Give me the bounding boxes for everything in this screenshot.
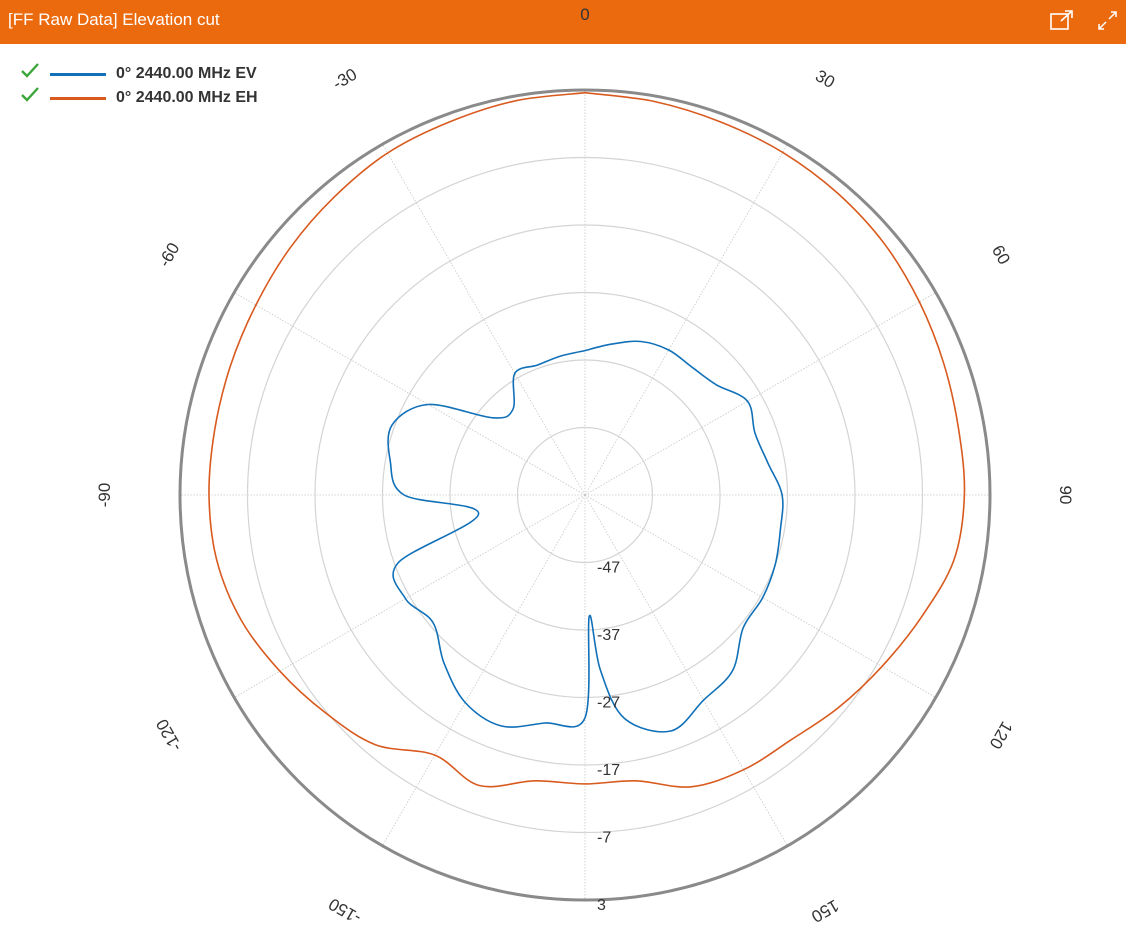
legend-label: 0° 2440.00 MHz EH [116, 89, 258, 106]
popout-icon[interactable] [1048, 8, 1076, 34]
legend-item-ev[interactable]: 0° 2440.00 MHz EV [20, 62, 320, 86]
radial-tick-label: -7 [597, 830, 611, 847]
radial-tick-label: 3 [597, 897, 606, 914]
checkmark-path [21, 87, 39, 102]
polar-grid [178, 88, 992, 902]
angular-tick-label: -90 [95, 483, 114, 508]
legend-swatch [50, 73, 106, 76]
grid-ring [246, 156, 924, 834]
angular-tick-label: 150 [808, 896, 842, 927]
angular-tick-label: 30 [812, 66, 838, 92]
angular-tick-label: 60 [988, 242, 1014, 268]
spoke-line [584, 144, 788, 496]
spoke-line [584, 292, 936, 496]
radial-tick-label: -47 [597, 560, 620, 577]
axis-labels: -47-37-27-17-730306090120150-180-150-120… [95, 5, 1075, 927]
outer-ring [178, 88, 992, 902]
window-title: [FF Raw Data] Elevation cut [8, 10, 220, 29]
angular-tick-label: -60 [155, 239, 184, 270]
angular-tick-label: -120 [152, 716, 185, 755]
window-titlebar: [FF Raw Data] Elevation cut [0, 0, 1126, 44]
series-line-ev [387, 340, 784, 733]
angular-tick-label: -150 [325, 894, 364, 927]
angular-tick-label: 90 [1056, 486, 1075, 505]
legend-item-eh[interactable]: 0° 2440.00 MHz EH [20, 86, 320, 110]
spoke-line [382, 144, 586, 496]
series-line-eh [208, 91, 966, 788]
radial-tick-label: -27 [597, 695, 620, 712]
chart-legend: 0° 2440.00 MHz EV 0° 2440.00 MHz EH [20, 62, 320, 110]
series-lines [208, 91, 966, 788]
grid-ring [314, 224, 856, 766]
angular-tick-label: -30 [329, 65, 360, 94]
checkmark-icon[interactable] [20, 62, 40, 80]
spoke-line [382, 494, 586, 846]
spoke-line [234, 494, 586, 698]
grid-ring [381, 291, 789, 699]
checkmark-icon[interactable] [20, 86, 40, 104]
radial-tick-label: -17 [597, 762, 620, 779]
expand-icon[interactable] [1094, 8, 1122, 34]
checkmark-path [21, 63, 39, 78]
legend-swatch [50, 97, 106, 100]
spoke-line [584, 494, 936, 698]
angular-tick-label: 120 [986, 718, 1017, 752]
grid-ring [516, 426, 654, 564]
spoke-line [234, 292, 586, 496]
radial-tick-label: -37 [597, 627, 620, 644]
legend-label: 0° 2440.00 MHz EV [116, 65, 257, 82]
grid-ring [449, 359, 721, 631]
spoke-line [584, 494, 788, 846]
